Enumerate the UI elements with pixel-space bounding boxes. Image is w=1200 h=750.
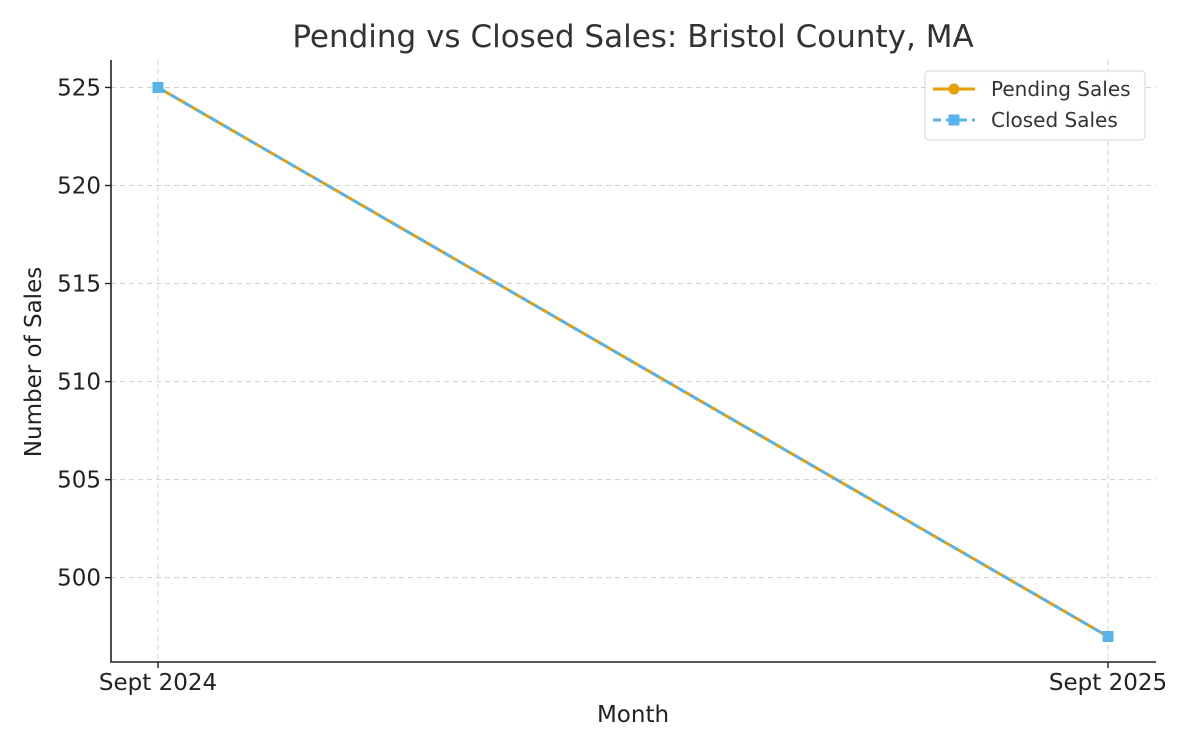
x-tick-label: Sept 2024: [99, 670, 217, 696]
y-tick-label: 500: [57, 566, 101, 592]
y-tick-label: 505: [57, 468, 101, 494]
grid-layer: [111, 60, 1156, 662]
legend-box: [924, 70, 1146, 141]
series-line: [157, 86, 1109, 638]
y-axis-label: Number of Sales: [21, 267, 47, 457]
series-layer: [152, 81, 1114, 643]
y-tick-label: 515: [57, 272, 101, 298]
data-point: [152, 81, 164, 93]
legend-label: Closed Sales: [991, 108, 1118, 132]
legend-marker: [948, 83, 960, 95]
y-tick-label: 520: [57, 173, 101, 199]
legend-label: Pending Sales: [991, 77, 1131, 101]
axis-spines: [110, 60, 1156, 663]
y-tick-label: 510: [57, 370, 101, 396]
chart-title: Pending vs Closed Sales: Bristol County,…: [292, 19, 973, 55]
x-tick-label: Sept 2025: [1049, 670, 1167, 696]
axes-layer: 500 505 510 515 520 525 Sept 2024 Sept 2025: [57, 60, 1167, 696]
data-point: [1102, 631, 1114, 643]
legend-marker: [948, 114, 960, 126]
y-tick-label: 525: [57, 75, 101, 101]
x-axis-label: Month: [597, 702, 669, 728]
legend: Pending Sales Closed Sales: [924, 70, 1146, 141]
